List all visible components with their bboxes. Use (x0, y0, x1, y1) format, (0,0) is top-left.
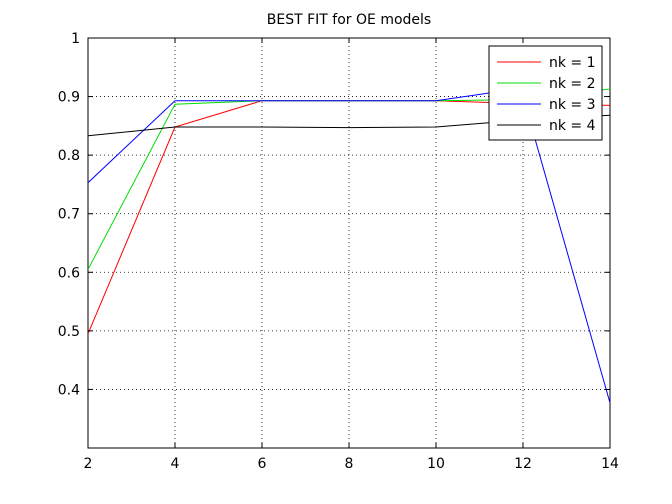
x-tick-label: 6 (258, 456, 267, 472)
legend-label: nk = 1 (549, 55, 596, 71)
y-tick-label: 0.9 (58, 90, 80, 106)
x-tick-label: 4 (171, 456, 180, 472)
y-tick-label: 1 (71, 31, 80, 47)
y-tick-label: 0.5 (58, 324, 80, 340)
ticks: 2 4 6 8 10 12 14 0.4 0.5 0.6 0.7 0.8 0.9 1 (58, 31, 619, 472)
y-tick-label: 0.8 (58, 148, 80, 164)
x-tick-label: 2 (84, 456, 93, 472)
x-tick-label: 8 (345, 456, 354, 472)
y-tick-label: 0.4 (58, 382, 80, 398)
x-tick-label: 12 (514, 456, 532, 472)
legend-label: nk = 3 (549, 97, 596, 113)
legend-label: nk = 2 (549, 76, 596, 92)
y-tick-label: 0.6 (58, 265, 80, 281)
legend-label: nk = 4 (549, 118, 596, 134)
legend: nk = 1 nk = 2 nk = 3 nk = 4 (488, 45, 603, 141)
x-tick-label: 10 (427, 456, 445, 472)
y-tick-label: 0.7 (58, 207, 80, 223)
chart-title: BEST FIT for OE models (267, 12, 431, 28)
x-tick-label: 14 (601, 456, 619, 472)
